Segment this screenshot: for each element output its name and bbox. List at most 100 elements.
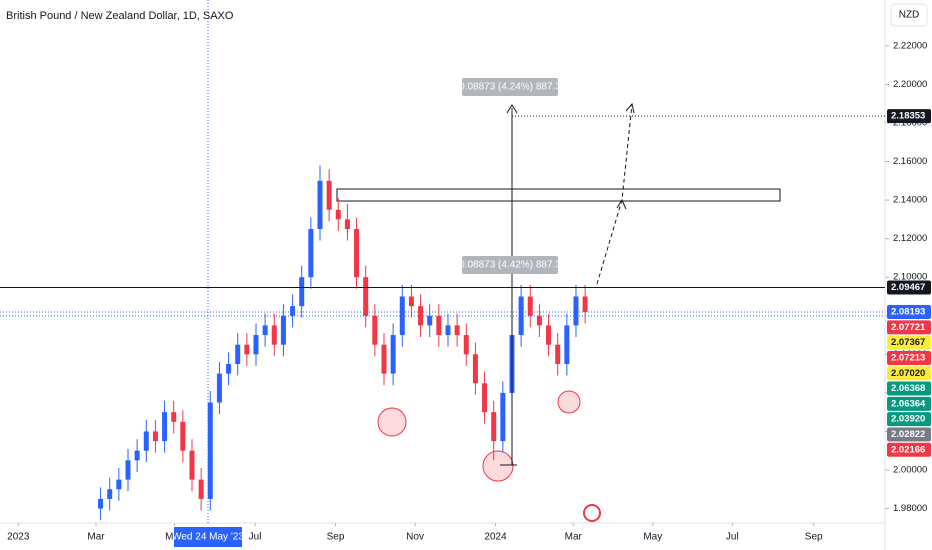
resistance-zone bbox=[336, 188, 781, 202]
candle-body bbox=[427, 315, 433, 326]
price-badge bbox=[887, 280, 931, 295]
candle-body bbox=[482, 383, 488, 413]
low-circle bbox=[377, 407, 407, 437]
x-tick-label: Nov bbox=[406, 532, 424, 543]
candle-body bbox=[216, 373, 222, 403]
candle-body bbox=[244, 344, 250, 355]
candle-body bbox=[299, 277, 305, 307]
price-badge-label: 2.06368 bbox=[891, 383, 925, 394]
crosshair-label-box bbox=[174, 527, 242, 547]
candle-body bbox=[527, 296, 533, 316]
price-badge bbox=[887, 366, 931, 381]
candle-body bbox=[262, 325, 268, 336]
candle-body bbox=[189, 450, 195, 480]
x-tick-label: Sep bbox=[805, 532, 823, 543]
measure-label-box bbox=[462, 256, 558, 274]
candle-body bbox=[125, 460, 131, 480]
candle-body bbox=[418, 306, 424, 326]
price-badge-label: 2.18353 bbox=[891, 111, 925, 122]
y-tick-label: 2.22000 bbox=[893, 40, 927, 51]
candle-body bbox=[198, 479, 204, 499]
price-badge-label: 2.07020 bbox=[891, 368, 925, 379]
candle-body bbox=[536, 315, 542, 326]
price-badge-label: 2.03920 bbox=[891, 414, 925, 425]
price-badge bbox=[887, 350, 931, 365]
price-badge bbox=[887, 442, 931, 457]
candle-body bbox=[445, 325, 451, 336]
candle-body bbox=[235, 344, 241, 364]
candle-body bbox=[354, 229, 360, 278]
candle-body bbox=[171, 412, 177, 422]
low-circle bbox=[557, 390, 581, 414]
candle-body bbox=[116, 479, 122, 490]
price-badge bbox=[887, 427, 931, 442]
candle-body bbox=[472, 354, 478, 384]
candle-body bbox=[363, 277, 369, 316]
measure-arrowhead bbox=[506, 104, 518, 114]
candle-body bbox=[253, 335, 259, 355]
candle-body bbox=[180, 421, 186, 451]
x-tick-label: May bbox=[643, 532, 662, 543]
candles bbox=[98, 165, 588, 521]
price-badge-label: 2.02822 bbox=[891, 429, 925, 440]
candle-body bbox=[408, 296, 414, 307]
projection-arrowhead bbox=[625, 102, 635, 114]
price-badge-label: 2.07367 bbox=[891, 337, 925, 348]
candle-body bbox=[500, 392, 506, 442]
candle-body bbox=[454, 325, 460, 336]
candle-body bbox=[381, 344, 387, 374]
y-tick-label: 2.14000 bbox=[893, 195, 927, 206]
price-badge bbox=[887, 396, 931, 411]
candle-body bbox=[107, 489, 113, 499]
candle-body bbox=[399, 296, 405, 336]
price-badge-label: 2.02166 bbox=[891, 444, 925, 455]
price-badge-label: 2.08193 bbox=[891, 307, 925, 318]
price-badge bbox=[887, 320, 931, 335]
candle-body bbox=[344, 219, 350, 230]
candle-body bbox=[317, 180, 323, 230]
currency-label: NZD bbox=[899, 10, 920, 21]
y-tick-label: 2.16000 bbox=[893, 156, 927, 167]
projection-arrowhead bbox=[616, 198, 627, 210]
price-badge-label: 2.07721 bbox=[891, 322, 926, 333]
candle-body bbox=[546, 325, 552, 345]
candle-body bbox=[308, 229, 314, 278]
y-tick-label: 1.98000 bbox=[893, 503, 927, 514]
candle-body bbox=[390, 335, 396, 374]
candle-body bbox=[290, 306, 296, 316]
candle-body bbox=[491, 412, 497, 442]
y-tick-label: 2.12000 bbox=[893, 233, 927, 244]
candle-body bbox=[335, 209, 341, 220]
price-badge-label: 2.09467 bbox=[891, 282, 925, 293]
candle-body bbox=[207, 402, 213, 499]
candle-body bbox=[134, 450, 140, 461]
x-tick-label: Jul bbox=[726, 532, 739, 543]
currency-button[interactable] bbox=[890, 3, 928, 27]
crosshair-label: Wed 24 May '23 bbox=[172, 532, 244, 543]
y-tick-label: 2.20000 bbox=[893, 79, 927, 90]
price-badge-label: 2.06364 bbox=[891, 398, 926, 409]
candle-body bbox=[143, 431, 149, 451]
price-badge bbox=[887, 412, 931, 427]
price-badge bbox=[887, 109, 931, 124]
candle-body bbox=[564, 325, 570, 364]
event-icon[interactable] bbox=[583, 504, 601, 522]
candle-body bbox=[98, 498, 104, 509]
price-badge bbox=[887, 381, 931, 396]
measure-label-box bbox=[462, 78, 558, 96]
candle-body bbox=[463, 335, 469, 355]
price-badge bbox=[887, 335, 931, 350]
candle-body bbox=[326, 180, 332, 210]
x-tick-label: Mar bbox=[565, 532, 583, 543]
x-tick-label: Sep bbox=[327, 532, 345, 543]
x-tick-label: 2024 bbox=[484, 532, 507, 543]
x-tick-label: 2023 bbox=[7, 532, 30, 543]
candle-body bbox=[436, 315, 442, 336]
candle-body bbox=[573, 296, 579, 326]
candle-body bbox=[518, 296, 524, 336]
chart-title: British Pound / New Zealand Dollar, 1D, … bbox=[6, 10, 234, 22]
candle-body bbox=[582, 296, 588, 312]
candle-body bbox=[226, 363, 232, 374]
measure-label: 0.08873 (4.24%) 887.3 bbox=[459, 82, 561, 93]
